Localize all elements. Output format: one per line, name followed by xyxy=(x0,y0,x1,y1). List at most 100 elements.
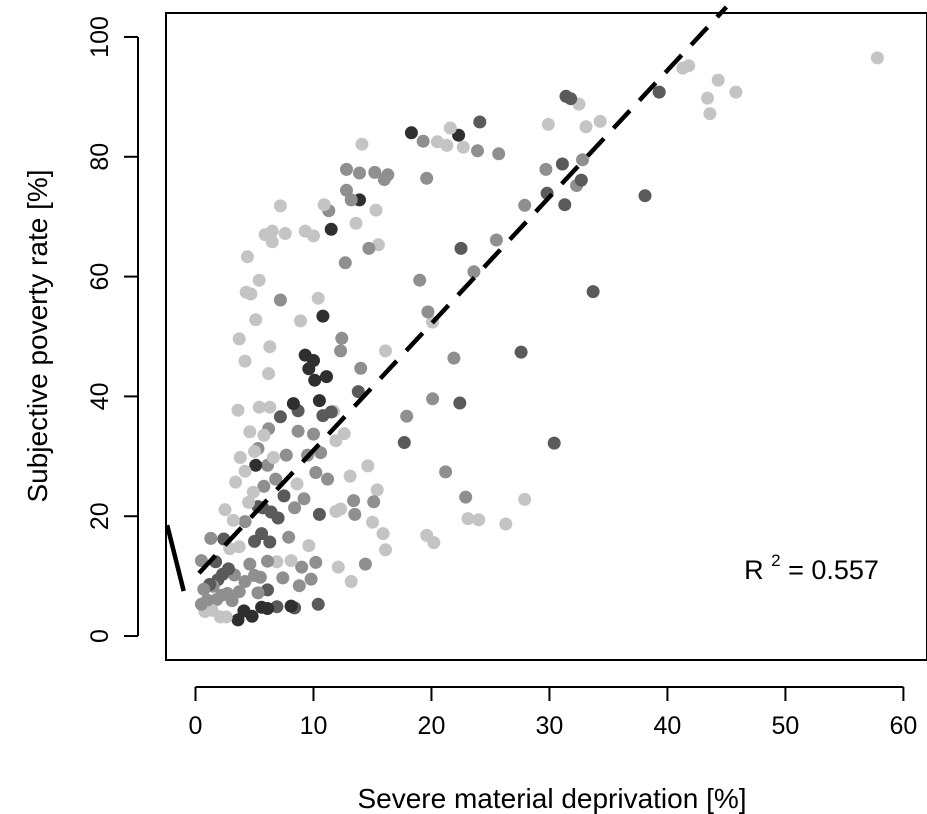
data-point xyxy=(344,193,358,207)
data-point xyxy=(353,166,366,180)
data-point xyxy=(238,515,252,529)
data-point xyxy=(426,392,440,406)
data-point xyxy=(473,115,487,129)
data-point xyxy=(358,557,372,571)
data-point xyxy=(559,89,573,103)
data-point xyxy=(539,162,553,176)
data-point xyxy=(238,354,252,368)
data-point xyxy=(340,183,353,197)
data-point xyxy=(312,394,326,408)
data-point xyxy=(400,409,414,423)
data-point xyxy=(291,424,305,438)
data-point xyxy=(370,483,384,497)
y-tick-label: 80 xyxy=(86,143,114,171)
data-point xyxy=(379,543,392,557)
data-point xyxy=(338,256,352,270)
data-point xyxy=(574,173,588,187)
data-point xyxy=(248,534,261,548)
data-point xyxy=(367,495,381,509)
data-point xyxy=(263,340,277,354)
data-point xyxy=(309,555,323,569)
data-point xyxy=(242,495,256,509)
data-point xyxy=(430,135,444,149)
data-point xyxy=(420,171,434,185)
x-axis-title: Severe material deprivation [%] xyxy=(357,783,746,814)
data-point xyxy=(443,121,457,135)
data-point xyxy=(298,224,312,238)
data-point xyxy=(288,501,302,515)
data-point xyxy=(329,504,343,518)
data-point xyxy=(257,479,271,493)
data-point xyxy=(248,445,261,458)
data-point xyxy=(249,313,263,327)
data-point xyxy=(472,513,486,527)
data-point xyxy=(246,485,260,499)
data-point xyxy=(447,351,461,365)
data-point xyxy=(231,613,245,627)
data-point xyxy=(351,385,365,399)
data-point xyxy=(547,436,561,450)
data-point xyxy=(284,554,298,568)
data-point xyxy=(240,250,254,264)
data-point xyxy=(218,503,232,517)
data-point xyxy=(334,344,348,358)
data-point xyxy=(347,494,361,508)
data-point xyxy=(232,332,246,346)
y-tick-label: 20 xyxy=(86,502,114,530)
data-point xyxy=(701,91,714,105)
data-point xyxy=(348,507,362,521)
data-point xyxy=(312,507,326,521)
data-point xyxy=(316,409,330,423)
data-point xyxy=(499,517,513,531)
data-point xyxy=(456,140,470,154)
data-point xyxy=(354,361,368,375)
data-point xyxy=(321,472,335,486)
data-point xyxy=(335,331,349,345)
data-point xyxy=(514,345,528,359)
data-point xyxy=(231,403,245,417)
data-point xyxy=(292,579,306,593)
data-point xyxy=(273,199,287,213)
data-point xyxy=(294,314,307,328)
data-point xyxy=(579,120,593,134)
lines-layer xyxy=(164,5,729,592)
data-point xyxy=(295,560,309,574)
data-point xyxy=(711,73,725,87)
data-point xyxy=(307,427,320,441)
data-point xyxy=(278,227,292,240)
y-tick-label: 0 xyxy=(86,629,114,643)
data-point xyxy=(320,370,333,384)
data-point xyxy=(252,400,266,414)
data-point xyxy=(229,475,243,489)
y-tick-label: 60 xyxy=(86,263,114,291)
points-layer xyxy=(194,51,884,627)
data-point xyxy=(344,575,358,588)
data-point xyxy=(261,554,274,568)
data-point xyxy=(266,451,280,464)
data-point xyxy=(349,216,363,230)
data-point xyxy=(420,528,434,542)
data-point xyxy=(239,285,253,299)
regression-line xyxy=(197,5,729,575)
data-point xyxy=(255,600,269,614)
fit-line-segment xyxy=(164,524,186,592)
data-point xyxy=(309,466,323,479)
data-point xyxy=(279,448,293,462)
data-point xyxy=(232,585,246,599)
data-point xyxy=(343,469,357,483)
data-point xyxy=(461,512,475,526)
data-point xyxy=(276,571,290,585)
x-tick-label: 10 xyxy=(300,712,328,740)
data-point xyxy=(586,285,600,299)
data-point xyxy=(369,203,383,217)
data-point xyxy=(638,189,652,203)
data-point xyxy=(290,477,304,491)
data-point xyxy=(376,527,390,541)
data-point xyxy=(238,575,252,588)
data-point xyxy=(269,472,283,486)
data-point xyxy=(459,490,473,504)
data-point xyxy=(541,117,555,131)
data-point xyxy=(317,198,331,212)
data-point xyxy=(282,530,296,544)
r-squared-superscript: 2 xyxy=(771,551,780,570)
